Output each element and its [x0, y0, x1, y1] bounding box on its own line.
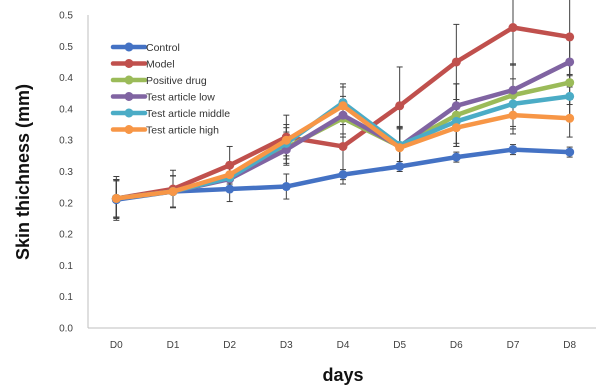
x-tick-label: D5 — [393, 340, 406, 351]
x-tick-label: D7 — [507, 340, 520, 351]
data-point — [395, 161, 405, 171]
data-point — [281, 145, 291, 155]
chart-axes — [87, 15, 596, 329]
data-point — [451, 101, 461, 111]
data-point — [451, 116, 461, 126]
y-tick-label: 0.5 — [59, 11, 73, 22]
data-point — [565, 78, 575, 88]
data-point — [338, 101, 348, 111]
data-point — [508, 110, 518, 120]
data-point — [508, 85, 518, 95]
data-point — [565, 113, 575, 123]
y-tick-labels: 0.0 0.1 0.1 0.2 0.2 0.3 0.3 0.4 0.4 0.5 0.5 — [59, 11, 73, 335]
y-tick-label: 0.4 — [59, 104, 73, 115]
legend-label: Test article middle — [146, 108, 230, 120]
x-tick-label: D1 — [167, 340, 180, 351]
data-point — [225, 160, 235, 170]
data-point — [451, 152, 461, 162]
data-point — [565, 147, 575, 157]
series-lines — [111, 23, 575, 205]
x-tick-label: D6 — [450, 340, 463, 351]
legend-label: Test article low — [146, 92, 215, 104]
y-tick-label: 0.5 — [59, 42, 73, 53]
legend-marker — [124, 92, 134, 101]
legend-label: Positive drug — [146, 75, 207, 87]
x-tick-label: D2 — [223, 340, 236, 351]
data-point — [565, 91, 575, 101]
data-point — [225, 170, 235, 180]
y-tick-label: 0.2 — [59, 198, 73, 209]
y-axis-title: Skin thichness (mm) — [13, 84, 33, 260]
legend-marker — [124, 75, 134, 85]
x-tick-label: D3 — [280, 340, 293, 351]
data-point — [451, 110, 461, 120]
legend-marker — [124, 125, 134, 134]
x-tick-label: D4 — [337, 340, 350, 351]
data-point — [451, 123, 461, 133]
data-point — [111, 193, 121, 203]
x-tick-label: D8 — [563, 340, 576, 351]
data-point — [395, 143, 405, 153]
y-tick-label: 0.4 — [59, 73, 73, 84]
data-point — [508, 23, 518, 33]
legend-marker — [124, 42, 134, 52]
x-axis-title: days — [322, 365, 363, 385]
data-point — [338, 141, 348, 151]
y-tick-label: 0.2 — [59, 230, 73, 241]
data-point — [338, 170, 348, 180]
y-tick-label: 0.3 — [59, 167, 73, 178]
data-point — [565, 32, 575, 42]
data-point — [451, 57, 461, 67]
y-tick-label: 0.1 — [59, 261, 73, 272]
data-point — [168, 187, 178, 197]
data-point — [395, 101, 405, 111]
y-tick-label: 0.1 — [59, 292, 73, 303]
y-tick-label: 0.3 — [59, 136, 73, 147]
x-tick-labels: D0 D1 D2 D3 D4 D5 D6 D7 D8 — [110, 340, 577, 351]
x-tick-label: D0 — [110, 340, 123, 351]
legend: Control Model Positive drug Test article lo… — [110, 42, 230, 137]
legend-label: Control — [146, 42, 180, 54]
data-point — [225, 184, 235, 194]
data-point — [508, 145, 518, 155]
legend-label: Model — [146, 59, 175, 71]
data-point — [565, 57, 575, 67]
legend-marker — [124, 108, 134, 118]
legend-label: Test article high — [146, 125, 219, 137]
data-point — [281, 182, 291, 192]
data-point — [281, 135, 291, 145]
data-point — [338, 110, 348, 120]
legend-marker — [124, 59, 134, 68]
data-point — [508, 99, 518, 109]
y-tick-label: 0.0 — [59, 324, 73, 335]
